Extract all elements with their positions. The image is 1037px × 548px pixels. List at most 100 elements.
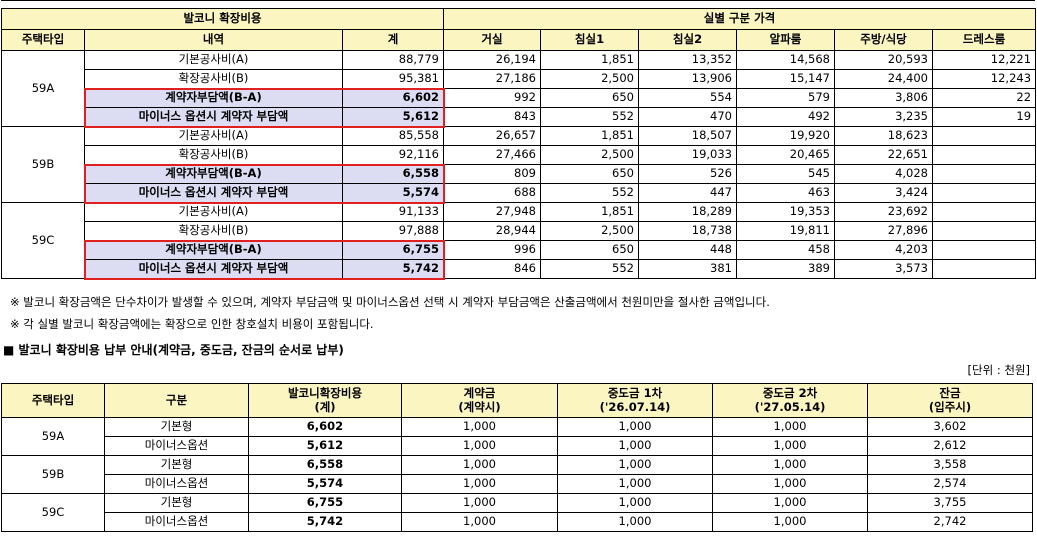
column-header-line1: 중도금 2차	[762, 386, 818, 401]
column-header: 잔금 (입주시)	[867, 383, 1033, 418]
value-cell: 545	[736, 164, 835, 184]
table1-column-headers: 주택타입 내역 계 거실 침실1 침실2 알파룸 주방/식당 드레스룸	[1, 29, 1037, 51]
column-header: 주방/식당	[834, 29, 933, 51]
column-header-line2: ('26.07.14)	[599, 399, 671, 414]
value-cell: 23,692	[834, 202, 933, 222]
value-cell: 1,000	[557, 512, 713, 532]
value-cell: 1,000	[557, 493, 713, 513]
item-label: 확장공사비(B)	[84, 145, 343, 165]
value-cell: 2,612	[867, 436, 1033, 456]
total-cell: 5,612	[342, 107, 444, 127]
column-header: 주택타입	[1, 29, 85, 51]
value-cell: 463	[736, 183, 835, 203]
value-cell: 552	[540, 259, 639, 279]
table1-body: 59A 기본공사비(A) 88,779 26,194 1,851 13,352 14,568…	[1, 50, 1037, 279]
value-cell: 19,353	[736, 202, 835, 222]
value-cell: 688	[443, 183, 541, 203]
value-cell: 18,623	[834, 126, 933, 146]
value-cell: 27,948	[443, 202, 541, 222]
value-cell: 1,000	[401, 436, 558, 456]
value-cell: 996	[443, 240, 541, 260]
column-header: 드레스룸	[931, 29, 1037, 51]
value-cell: 843	[443, 107, 541, 127]
value-cell: 1,000	[401, 455, 558, 475]
item-label: 확장공사비(B)	[84, 221, 343, 241]
value-cell: 3,806	[834, 88, 933, 108]
table-row: 확장공사비(B) 95,381 27,186 2,500 13,906 15,147 24,…	[2, 69, 1037, 89]
value-cell: 1,000	[401, 512, 558, 532]
value-cell: 2,574	[867, 474, 1033, 494]
value-cell: 492	[736, 107, 835, 127]
table-row: 59B 기본공사비(A) 85,558 26,657 1,851 18,507 19,920…	[1, 126, 1037, 203]
value-cell: 18,289	[638, 202, 737, 222]
column-header: 알파룸	[736, 29, 835, 51]
total-cell: 85,558	[342, 126, 444, 146]
total-cell: 5,742	[248, 512, 402, 532]
value-cell: 1,000	[401, 417, 558, 437]
value-cell	[931, 145, 1037, 165]
column-header-line2: ('27.05.14)	[754, 399, 826, 414]
total-cell: 95,381	[342, 69, 444, 89]
table-row: 마이너스 옵션시 계약자 부담액 5,742 846 552 381 389 3,573	[2, 259, 1037, 279]
total-cell: 5,742	[342, 259, 444, 279]
value-cell	[931, 202, 1037, 222]
value-cell: 22	[931, 88, 1037, 108]
value-cell: 579	[736, 88, 835, 108]
table-row: 59B 기본형 6,558 1,000 1,000 1,000 3,558	[1, 455, 1033, 494]
housing-type-cell: 59A	[1, 50, 85, 127]
total-cell: 91,133	[342, 202, 444, 222]
column-header-line2: (계)	[314, 399, 336, 414]
kind-cell: 마이너스옵션	[104, 436, 249, 456]
balcony-cost-table: 발코니 확장비용 실별 구분 가격 주택타입 내역 계 거실 침실1 침실2 알파룸 주방/식…	[1, 8, 1037, 279]
column-header-line2: (계약시)	[458, 399, 501, 414]
value-cell: 1,000	[557, 436, 713, 456]
value-cell: 2,500	[540, 69, 639, 89]
total-cell: 6,558	[248, 455, 402, 475]
value-cell: 650	[540, 164, 639, 184]
value-cell	[931, 240, 1037, 260]
value-cell: 20,465	[736, 145, 835, 165]
payment-schedule-table: 주택타입 구분 발코니확장비용 (계) 계약금 (계약시) 중도금 1차 ('26.07.14…	[1, 383, 1033, 532]
value-cell: 1,851	[540, 202, 639, 222]
column-header: 침실1	[540, 29, 639, 51]
column-header-line1: 구분	[165, 392, 188, 407]
value-cell	[931, 259, 1037, 279]
table-row: 계약자부담액(B-A) 6,755 996 650 448 458 4,203	[2, 240, 1037, 260]
table-row: 59C 기본공사비(A) 91,133 27,948 1,851 18,289 19,353…	[1, 202, 1037, 279]
value-cell: 26,657	[443, 126, 541, 146]
value-cell: 14,568	[736, 50, 835, 70]
kind-cell: 기본형	[104, 417, 249, 437]
column-header-line1: 주택타입	[31, 392, 75, 407]
value-cell: 2,500	[540, 145, 639, 165]
value-cell: 13,906	[638, 69, 737, 89]
table-row: 마이너스 옵션시 계약자 부담액 5,574 688 552 447 463 3,424	[2, 183, 1037, 203]
value-cell: 3,755	[867, 493, 1033, 513]
value-cell: 1,851	[540, 126, 639, 146]
column-header-line1: 중도금 1차	[607, 386, 663, 401]
value-cell: 552	[540, 107, 639, 127]
value-cell: 28,944	[443, 221, 541, 241]
value-cell: 27,466	[443, 145, 541, 165]
header-balcony-cost: 발코니 확장비용	[1, 8, 444, 30]
value-cell	[931, 164, 1037, 184]
value-cell	[931, 183, 1037, 203]
value-cell	[931, 221, 1037, 241]
value-cell: 12,221	[931, 50, 1037, 70]
payment-section-title: ■ 발코니 확장비용 납부 안내(계약금, 중도금, 잔금의 순서로 납부)	[3, 343, 344, 357]
kind-cell: 기본형	[104, 493, 249, 513]
value-cell: 3,602	[867, 417, 1033, 437]
table-row: 마이너스옵션 5,574 1,000 1,000 1,000 2,574	[2, 474, 1033, 494]
value-cell: 3,235	[834, 107, 933, 127]
value-cell: 18,507	[638, 126, 737, 146]
column-header: 중도금 1차 ('26.07.14)	[557, 383, 713, 418]
item-label: 계약자부담액(B-A)	[84, 240, 343, 260]
table-row: 59C 기본형 6,755 1,000 1,000 1,000 3,755	[1, 493, 1033, 532]
value-cell: 1,000	[401, 493, 558, 513]
header-room-price: 실별 구분 가격	[442, 8, 1037, 30]
value-cell: 1,000	[557, 455, 713, 475]
value-cell: 19,811	[736, 221, 835, 241]
value-cell: 3,558	[867, 455, 1033, 475]
item-label: 마이너스 옵션시 계약자 부담액	[84, 259, 343, 279]
item-label: 계약자부담액(B-A)	[84, 164, 343, 184]
value-cell: 18,738	[638, 221, 737, 241]
